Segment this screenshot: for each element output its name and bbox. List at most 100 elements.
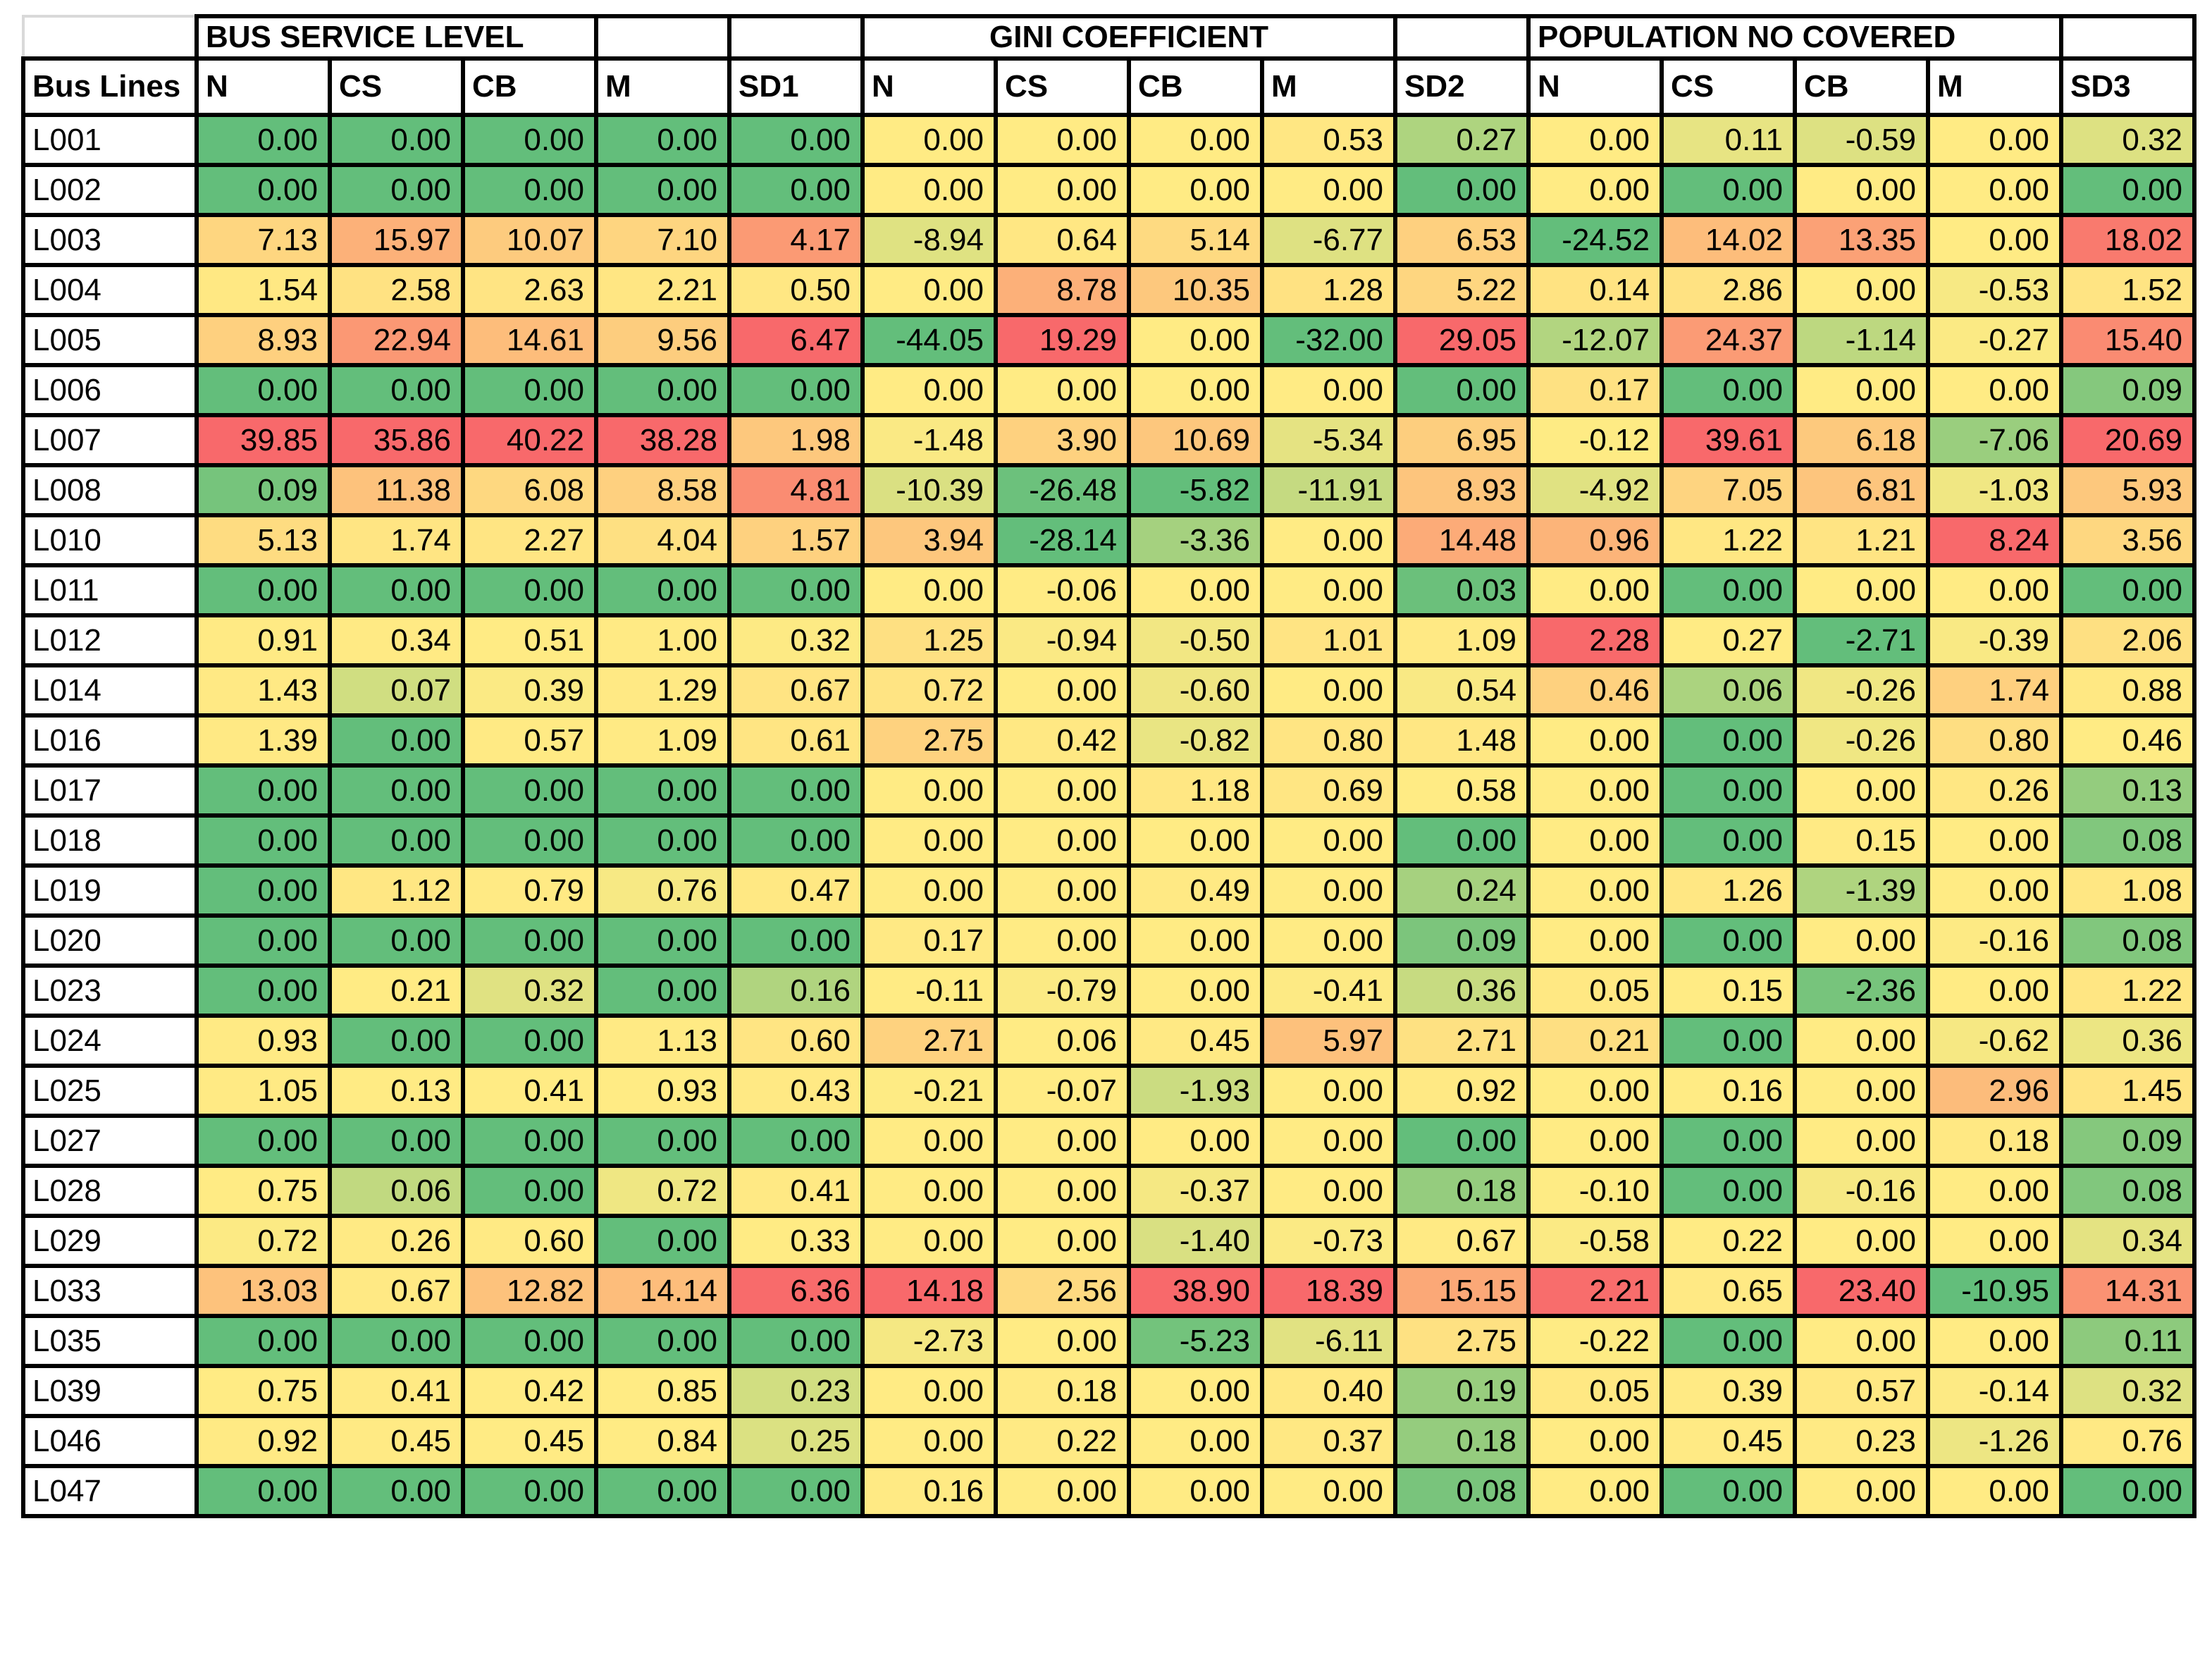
value-cell: 0.00 <box>1660 1464 1797 1518</box>
value-cell: 1.09 <box>1393 613 1531 667</box>
value-cell: 0.00 <box>461 113 598 167</box>
value-cell: 0.00 <box>194 813 332 868</box>
value-cell: 2.28 <box>1526 613 1664 667</box>
value-cell: 0.00 <box>1926 1464 2063 1518</box>
value-cell: 0.00 <box>994 663 1131 718</box>
value-cell: 0.00 <box>1660 1314 1797 1368</box>
value-cell: 0.33 <box>727 1214 865 1268</box>
value-cell: 10.69 <box>1127 413 1264 467</box>
value-cell: 11.38 <box>328 463 465 517</box>
value-cell: 0.00 <box>328 1014 465 1068</box>
value-cell: -0.06 <box>994 563 1131 617</box>
value-cell: 38.90 <box>1127 1264 1264 1318</box>
value-cell: 0.00 <box>594 1464 731 1518</box>
value-cell: 0.00 <box>1526 163 1664 217</box>
value-cell: -0.16 <box>1926 913 2063 968</box>
table-row: L023 0.00 0.21 0.32 0.00 0.16 -0.11 -0.79 0.00 -0… <box>21 964 2196 1018</box>
value-cell: 0.00 <box>328 913 465 968</box>
value-cell: -0.41 <box>1260 964 1397 1018</box>
value-cell: 0.92 <box>1393 1064 1531 1118</box>
column-header-cb: CB <box>461 56 598 117</box>
row-label: L004 <box>21 263 199 317</box>
value-cell: 0.00 <box>2059 563 2196 617</box>
value-cell: 0.64 <box>994 213 1131 267</box>
value-cell: 0.00 <box>994 163 1131 217</box>
value-cell: 0.00 <box>727 363 865 417</box>
value-cell: 0.41 <box>727 1164 865 1218</box>
value-cell: 0.00 <box>594 913 731 968</box>
value-cell: 0.00 <box>1526 113 1664 167</box>
table-body: L001 0.00 0.00 0.00 0.00 0.00 0.00 0.00 0.00 0.53… <box>21 113 2196 1518</box>
value-cell: 1.08 <box>2059 863 2196 918</box>
value-cell: 0.09 <box>2059 363 2196 417</box>
value-cell: 0.00 <box>328 563 465 617</box>
value-cell: 0.00 <box>1660 763 1797 818</box>
row-label: L028 <box>21 1164 199 1218</box>
row-label: L035 <box>21 1314 199 1368</box>
value-cell: 0.36 <box>2059 1014 2196 1068</box>
value-cell: 0.00 <box>1926 563 2063 617</box>
value-cell: 0.00 <box>860 163 998 217</box>
value-cell: 0.00 <box>1127 313 1264 367</box>
table-row: L012 0.91 0.34 0.51 1.00 0.32 1.25 -0.94 -0.50 1.… <box>21 613 2196 667</box>
group-header-gini-coefficient: GINI COEFFICIENT <box>860 14 1397 61</box>
value-cell: 0.27 <box>1660 613 1797 667</box>
value-cell: 0.00 <box>1660 913 1797 968</box>
value-cell: 4.04 <box>594 513 731 567</box>
row-label: L003 <box>21 213 199 267</box>
value-cell: 0.00 <box>461 813 598 868</box>
value-cell: 19.29 <box>994 313 1131 367</box>
value-cell: 0.00 <box>1660 163 1797 217</box>
value-cell: 0.88 <box>2059 663 2196 718</box>
value-cell: 0.17 <box>1526 363 1664 417</box>
value-cell: 0.06 <box>1660 663 1797 718</box>
value-cell: 0.51 <box>461 613 598 667</box>
value-cell: 0.42 <box>994 713 1131 768</box>
value-cell: 0.00 <box>1127 813 1264 868</box>
value-cell: 0.00 <box>860 763 998 818</box>
value-cell: 14.61 <box>461 313 598 367</box>
value-cell: 0.00 <box>860 263 998 317</box>
value-cell: -10.39 <box>860 463 998 517</box>
value-cell: 4.81 <box>727 463 865 517</box>
value-cell: 0.00 <box>1526 563 1664 617</box>
value-cell: 0.00 <box>1127 1414 1264 1468</box>
value-cell: 3.94 <box>860 513 998 567</box>
row-label: L033 <box>21 1264 199 1318</box>
value-cell: 0.58 <box>1393 763 1531 818</box>
value-cell: -32.00 <box>1260 313 1397 367</box>
value-cell: 0.00 <box>727 913 865 968</box>
row-label: L024 <box>21 1014 199 1068</box>
value-cell: 18.39 <box>1260 1264 1397 1318</box>
row-label: L007 <box>21 413 199 467</box>
value-cell: 0.08 <box>2059 1164 2196 1218</box>
value-cell: 8.78 <box>994 263 1131 317</box>
value-cell: -24.52 <box>1526 213 1664 267</box>
value-cell: 2.71 <box>860 1014 998 1068</box>
value-cell: 0.00 <box>1526 1064 1664 1118</box>
value-cell: 0.61 <box>727 713 865 768</box>
value-cell: 5.14 <box>1127 213 1264 267</box>
bus-lines-heatmap-table: BUS SERVICE LEVEL GINI COEFFICIENT POPULAT… <box>21 14 2196 1518</box>
value-cell: 2.71 <box>1393 1014 1531 1068</box>
value-cell: 0.00 <box>1793 763 1930 818</box>
value-cell: 0.00 <box>1127 113 1264 167</box>
value-cell: 0.00 <box>1260 363 1397 417</box>
row-label: L020 <box>21 913 199 968</box>
value-cell: -7.06 <box>1926 413 2063 467</box>
value-cell: 2.27 <box>461 513 598 567</box>
value-cell: 0.13 <box>328 1064 465 1118</box>
value-cell: 14.18 <box>860 1264 998 1318</box>
table-row: L039 0.75 0.41 0.42 0.85 0.23 0.00 0.18 0.00 0.40… <box>21 1364 2196 1418</box>
value-cell: 0.00 <box>194 363 332 417</box>
value-cell: 0.00 <box>860 1114 998 1168</box>
value-cell: 0.00 <box>594 163 731 217</box>
value-cell: 13.03 <box>194 1264 332 1318</box>
value-cell: 0.00 <box>194 113 332 167</box>
row-label: L016 <box>21 713 199 768</box>
column-header-n: N <box>194 56 332 117</box>
column-header-m: M <box>594 56 731 117</box>
value-cell: -0.14 <box>1926 1364 2063 1418</box>
value-cell: 0.00 <box>860 813 998 868</box>
group-header-spacer <box>727 14 865 61</box>
